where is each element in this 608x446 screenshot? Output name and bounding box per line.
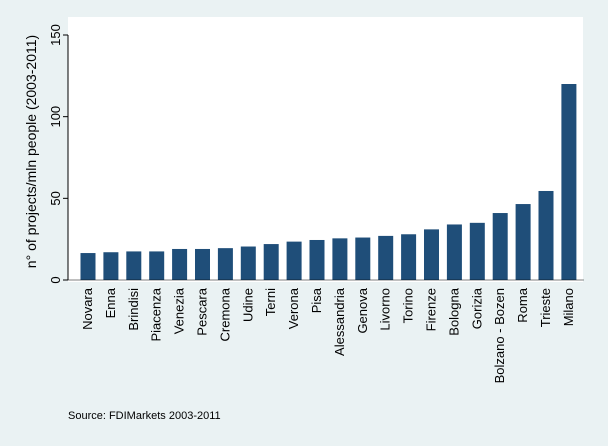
bar — [378, 235, 394, 280]
bar — [469, 222, 485, 280]
bar — [195, 248, 210, 280]
bar — [309, 239, 325, 280]
x-tick-label: Enna — [103, 287, 118, 318]
bar — [515, 204, 531, 280]
x-tick-label: Firenze — [424, 288, 439, 331]
bar — [103, 252, 119, 280]
bar — [263, 244, 279, 280]
x-tick-label: Pisa — [309, 287, 324, 313]
bar — [240, 246, 256, 280]
bar — [172, 248, 188, 280]
y-tick-label: 150 — [48, 24, 63, 46]
x-tick-label: Milano — [561, 288, 576, 326]
x-tick-label: Terni — [263, 288, 278, 316]
bar — [286, 241, 302, 280]
x-tick-label: Bolzano - Bozen — [492, 288, 507, 383]
source-note: Source: FDIMarkets 2003-2011 — [68, 410, 221, 422]
bar — [446, 224, 462, 280]
x-tick-label: Genova — [355, 287, 370, 333]
x-tick-label: Udine — [240, 288, 255, 322]
y-axis-label: n° of projects/mln people (2003-2011) — [23, 35, 39, 268]
x-tick-label: Bologna — [446, 287, 461, 335]
bar — [80, 253, 96, 280]
x-tick-label: Cremona — [217, 287, 232, 341]
x-tick-label: Trieste — [538, 288, 553, 327]
bar — [424, 229, 439, 280]
bar — [492, 213, 508, 280]
x-tick-label: Roma — [515, 287, 530, 322]
x-tick-label: Novara — [80, 287, 95, 330]
bar — [126, 251, 142, 280]
bar — [401, 234, 417, 280]
bar — [332, 238, 348, 280]
x-tick-label: Venezia — [172, 287, 187, 334]
x-tick-label: Brindisi — [126, 288, 141, 331]
x-tick-label: Torino — [401, 288, 416, 323]
x-tick-label: Verona — [286, 287, 301, 329]
bar — [217, 248, 233, 280]
x-tick-label: Piacenza — [149, 287, 164, 341]
y-tick-label: 100 — [48, 106, 63, 128]
x-tick-label: Gorizia — [469, 287, 484, 329]
bar — [538, 190, 554, 280]
x-tick-label: Pescara — [195, 287, 210, 335]
x-tick-label: Livorno — [378, 288, 393, 331]
bar — [355, 237, 371, 280]
x-tick-label: Alessandria — [332, 287, 347, 356]
y-tick-label: 0 — [48, 276, 63, 283]
y-tick-label: 50 — [48, 191, 63, 205]
bar — [561, 84, 577, 280]
bar — [149, 251, 165, 280]
